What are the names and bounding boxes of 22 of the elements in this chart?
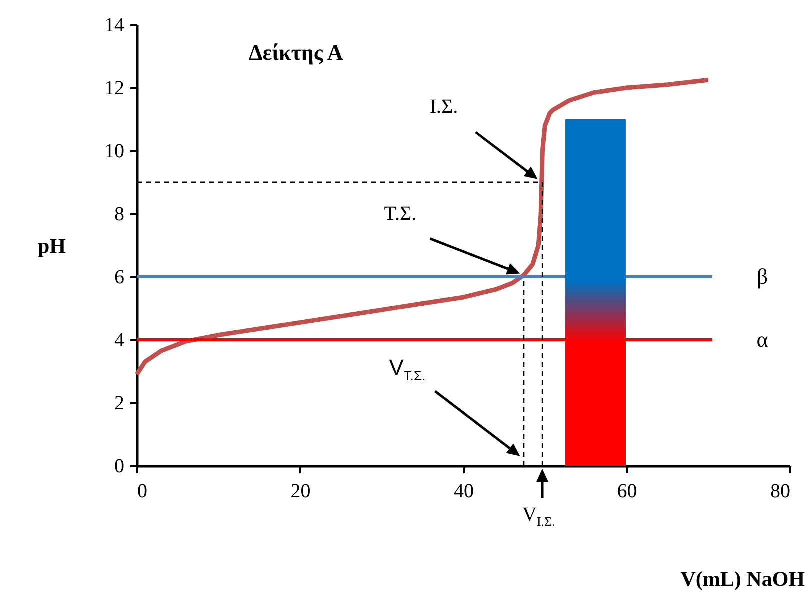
y-tick-label: 6 — [114, 266, 124, 288]
annotation: Τ.Σ. — [384, 202, 417, 226]
text: Δείκτης Α — [249, 40, 344, 65]
annotation: Ι.Σ. — [430, 96, 458, 120]
y-tick-label: 4 — [114, 330, 124, 352]
y-axis-title: pH — [38, 234, 66, 258]
x-tick-label: 0 — [138, 480, 148, 502]
x-tick-label: 40 — [454, 480, 474, 502]
annotation: V$_{Τ.Σ.}$ — [389, 355, 426, 384]
x-tick-label: 80 — [770, 480, 790, 502]
text: α — [756, 327, 769, 352]
x-axis-title: V(mL) NaOH — [680, 567, 805, 592]
x-tick-label: 20 — [290, 480, 311, 502]
text: β — [756, 264, 768, 289]
x-tick-label: 60 — [617, 480, 638, 502]
y-tick-label: 12 — [104, 78, 124, 100]
y-tick-label: 10 — [104, 140, 124, 162]
y-tick-label: 2 — [114, 392, 124, 414]
text: V$_{Ι.Σ.}$ — [522, 504, 556, 530]
y-tick-label: 14 — [104, 14, 124, 36]
y-tick-label: 8 — [114, 204, 124, 226]
y-tick-label: 0 — [114, 456, 124, 478]
